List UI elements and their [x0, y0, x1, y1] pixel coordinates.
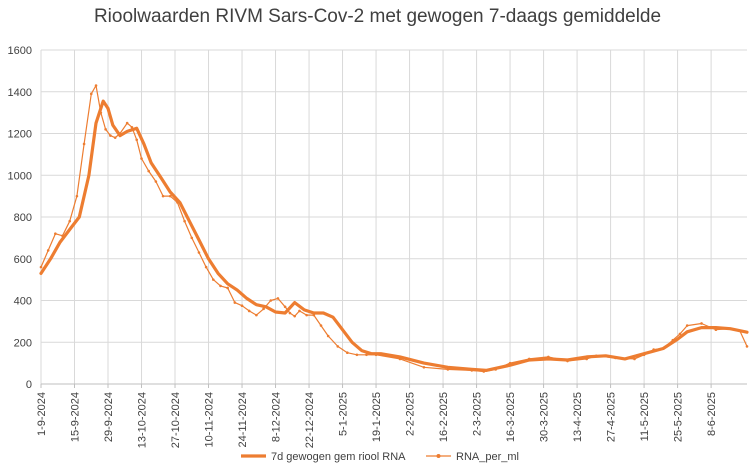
data-point-rna-per-ml: [147, 169, 150, 173]
chart-title: Rioolwaarden RIVM Sars-Cov-2 met gewogen…: [93, 6, 662, 27]
data-point-rna-per-ml: [262, 307, 265, 311]
x-tick-label: 5-1-2025: [338, 392, 350, 436]
y-tick-label: 600: [14, 254, 32, 266]
data-point-rna-per-ml: [226, 286, 229, 290]
y-tick-label: 400: [14, 296, 32, 308]
data-point-rna-per-ml: [365, 353, 368, 357]
data-point-rna-per-ml: [190, 236, 194, 240]
x-tick-label: 2-2-2025: [405, 392, 417, 436]
data-point-rna-per-ml: [75, 194, 79, 198]
x-axis-ticks: 1-9-2024 15-9-2024 29-9-2024 13-10-2024 27-1…: [36, 384, 718, 448]
data-point-rna-per-ml: [745, 345, 749, 348]
gridlines: [40, 49, 747, 384]
data-point-rna-per-ml: [346, 351, 349, 354]
data-point-rna-per-ml: [326, 334, 330, 338]
data-point-rna-per-ml: [161, 194, 165, 198]
x-tick-label: 16-3-2025: [505, 392, 517, 442]
data-point-rna-per-ml: [183, 219, 186, 223]
legend-label-raw: RNA_per_ml: [456, 451, 519, 463]
data-point-rna-per-ml: [422, 366, 426, 369]
data-point-rna-per-ml: [113, 136, 117, 139]
data-point-rna-per-ml: [109, 134, 112, 137]
data-point-rna-per-ml: [319, 324, 323, 327]
data-point-rna-per-ml: [678, 332, 682, 336]
data-point-rna-per-ml: [68, 219, 72, 223]
x-tick-label: 27-4-2025: [606, 392, 618, 442]
data-point-rna-per-ml: [168, 194, 172, 198]
x-tick-label: 13-10-2024: [137, 392, 149, 448]
x-tick-label: 10-11-2024: [204, 392, 216, 447]
x-tick-label: 19-1-2025: [371, 392, 383, 442]
y-tick-label: 1400: [8, 87, 32, 99]
x-tick-label: 25-5-2025: [673, 392, 685, 442]
data-point-rna-per-ml: [255, 313, 258, 317]
data-point-rna-per-ml: [633, 357, 636, 361]
x-tick-label: 8-6-2025: [706, 392, 718, 436]
data-point-rna-per-ml: [154, 180, 158, 183]
x-tick-label: 16-2-2025: [438, 392, 450, 442]
data-point-rna-per-ml: [54, 232, 57, 235]
data-point-rna-per-ml: [140, 157, 143, 160]
data-point-rna-per-ml: [355, 353, 359, 357]
data-point-rna-per-ml: [197, 251, 201, 254]
series-raw-group: [39, 84, 749, 373]
legend-marker-raw: [436, 454, 441, 458]
y-tick-label: 800: [14, 212, 32, 224]
x-tick-label: 22-12-2024: [304, 392, 316, 448]
x-tick-label: 24-11-2024: [237, 392, 249, 447]
y-tick-label: 1200: [8, 129, 32, 141]
data-point-rna-per-ml: [283, 305, 287, 309]
data-point-rna-per-ml: [212, 278, 215, 281]
data-point-rna-per-ml: [94, 84, 98, 87]
data-point-rna-per-ml: [204, 265, 208, 269]
y-tick-label: 200: [14, 337, 32, 349]
data-point-rna-per-ml: [305, 313, 308, 317]
data-point-rna-per-ml: [135, 138, 139, 142]
data-point-rna-per-ml: [46, 249, 50, 252]
x-tick-label: 27-10-2024: [170, 392, 182, 448]
x-tick-label: 29-9-2024: [103, 392, 115, 442]
data-point-rna-per-ml: [685, 324, 689, 327]
legend: 7d gewogen gem riool RNA RNA_per_ml: [241, 451, 519, 463]
x-tick-label: 2-3-2025: [472, 392, 484, 436]
series-line-7d-gewogen: [39, 99, 749, 372]
series-smooth-group: [39, 99, 749, 372]
data-point-rna-per-ml: [240, 304, 244, 308]
data-point-rna-per-ml: [219, 284, 222, 288]
data-point-rna-per-ml: [104, 128, 107, 131]
data-point-rna-per-ml: [336, 345, 340, 348]
series-line-rna-per-ml: [40, 84, 748, 373]
y-tick-label: 1000: [8, 170, 32, 182]
x-tick-label: 11-5-2025: [639, 392, 651, 441]
x-tick-label: 8-12-2024: [271, 392, 283, 442]
data-point-rna-per-ml: [269, 299, 273, 302]
x-tick-label: 30-3-2025: [539, 392, 551, 442]
data-point-rna-per-ml: [130, 125, 134, 129]
y-axis-ticks: 0 200 400 600 800 1000 1200 1400 1600: [8, 45, 32, 391]
data-point-rna-per-ml: [700, 322, 703, 325]
x-tick-label: 1-9-2024: [36, 392, 48, 436]
data-point-rna-per-ml: [39, 265, 43, 269]
data-point-rna-per-ml: [247, 309, 251, 313]
data-point-rna-per-ml: [298, 309, 301, 313]
data-point-rna-per-ml: [293, 314, 296, 318]
data-point-rna-per-ml: [233, 301, 237, 304]
data-point-rna-per-ml: [288, 311, 292, 315]
data-point-rna-per-ml: [89, 92, 93, 96]
y-tick-label: 1600: [8, 45, 32, 57]
y-tick-label: 0: [26, 379, 32, 391]
data-point-rna-per-ml: [82, 142, 86, 146]
data-point-rna-per-ml: [125, 121, 129, 125]
x-tick-label: 15-9-2024: [70, 392, 82, 442]
data-point-rna-per-ml: [276, 297, 280, 300]
x-tick-label: 13-4-2025: [572, 392, 584, 442]
legend-label-smooth: 7d gewogen gem riool RNA: [271, 451, 406, 463]
